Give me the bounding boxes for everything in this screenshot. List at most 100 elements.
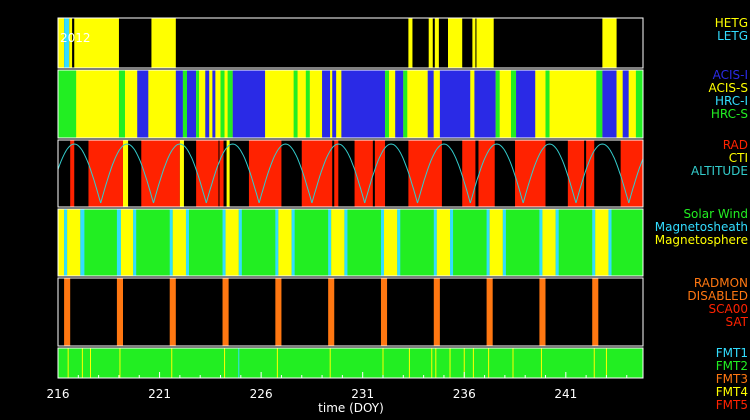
x-tick-label: 241 (554, 387, 577, 401)
state-segment (118, 70, 126, 138)
legend-label: Magnetosheath (655, 220, 748, 234)
legend-label: Magnetosphere (655, 233, 748, 247)
legend-label: ACIS-S (709, 81, 748, 95)
panel-instrument (57, 69, 644, 139)
legend-label: RADMON (694, 276, 748, 290)
legend-label: SAT (726, 315, 749, 329)
x-tick-label: 226 (250, 387, 273, 401)
altitude-arc (58, 143, 102, 204)
altitude-arc (575, 143, 630, 204)
state-segment (179, 140, 184, 207)
state-segment (628, 70, 636, 138)
state-segment (212, 70, 216, 138)
state-segment (169, 278, 176, 346)
state-segment (331, 209, 345, 276)
state-segment (215, 70, 221, 138)
state-segment (330, 70, 333, 138)
state-segment (278, 209, 292, 276)
state-segment (472, 18, 476, 68)
state-segment (275, 209, 279, 276)
state-segment (555, 209, 559, 276)
state-segment (344, 209, 348, 276)
state-segment (196, 70, 200, 138)
state-segment (596, 70, 603, 138)
state-segment (58, 18, 65, 68)
state-segment (502, 209, 506, 276)
legend-label: ACIS-I (713, 68, 748, 82)
altitude-arc (417, 143, 471, 204)
state-segment (116, 278, 123, 346)
x-axis-title: time (DOY) (318, 401, 384, 415)
state-segment (125, 70, 138, 138)
state-segment (433, 278, 440, 346)
state-segment (334, 140, 339, 207)
panel-radiation (57, 139, 644, 208)
panel-background (58, 18, 643, 68)
state-segment (436, 209, 451, 276)
legend-label: FMT5 (716, 398, 748, 412)
panel-radmon (57, 277, 644, 347)
state-segment (395, 70, 404, 138)
state-segment (602, 70, 617, 138)
state-segment (175, 70, 183, 138)
x-tick-label: 221 (148, 387, 171, 401)
state-segment (70, 140, 75, 207)
state-segment (309, 70, 323, 138)
state-segment (515, 140, 546, 207)
state-segment (545, 70, 550, 138)
altitude-arc (100, 143, 154, 204)
state-segment (80, 209, 85, 276)
legend-label: RAD (723, 138, 748, 152)
panel-frame (57, 139, 644, 208)
panel-frame (57, 277, 644, 347)
altitude-arc (311, 143, 366, 204)
state-segment (123, 140, 129, 207)
state-segment (385, 70, 390, 138)
state-segment (205, 70, 210, 138)
state-segment (199, 70, 206, 138)
state-segment (567, 140, 585, 207)
state-segment (478, 140, 495, 207)
state-segment (608, 209, 612, 276)
state-segment (72, 18, 75, 68)
legend-label: HRC-I (715, 94, 748, 108)
state-segment (489, 209, 503, 276)
state-segment (439, 70, 471, 138)
x-axis: 216 221 226 231 236 241 (47, 372, 643, 401)
state-segment (380, 278, 388, 346)
x-tick-label: 216 (47, 387, 70, 401)
state-segment (499, 70, 511, 138)
state-segment (222, 278, 229, 346)
state-segment (196, 140, 219, 207)
panel-frame (57, 208, 644, 277)
state-segment (620, 140, 643, 207)
state-segment (549, 70, 597, 138)
state-segment (635, 70, 643, 138)
state-segment (226, 140, 230, 207)
state-segment (148, 70, 176, 138)
legend-label: SCA00 (709, 302, 748, 316)
state-segment (185, 209, 190, 276)
state-segment (354, 140, 373, 207)
state-segment (486, 278, 493, 346)
legend-label: ALTITUDE (691, 164, 748, 178)
state-segment (64, 278, 71, 346)
state-segment (602, 18, 617, 68)
state-segment (486, 209, 490, 276)
state-segment (58, 209, 65, 276)
legend-label: LETG (717, 29, 748, 43)
state-segment (69, 18, 73, 68)
state-segment (220, 70, 225, 138)
x-tick-label: 231 (351, 387, 374, 401)
state-segment (169, 209, 173, 276)
state-segment (116, 209, 121, 276)
state-segment (219, 140, 224, 207)
state-segment (328, 209, 332, 276)
state-segment (328, 278, 335, 346)
state-segment (137, 70, 149, 138)
state-segment (595, 209, 609, 276)
state-segment (539, 278, 546, 346)
state-segment (341, 70, 386, 138)
